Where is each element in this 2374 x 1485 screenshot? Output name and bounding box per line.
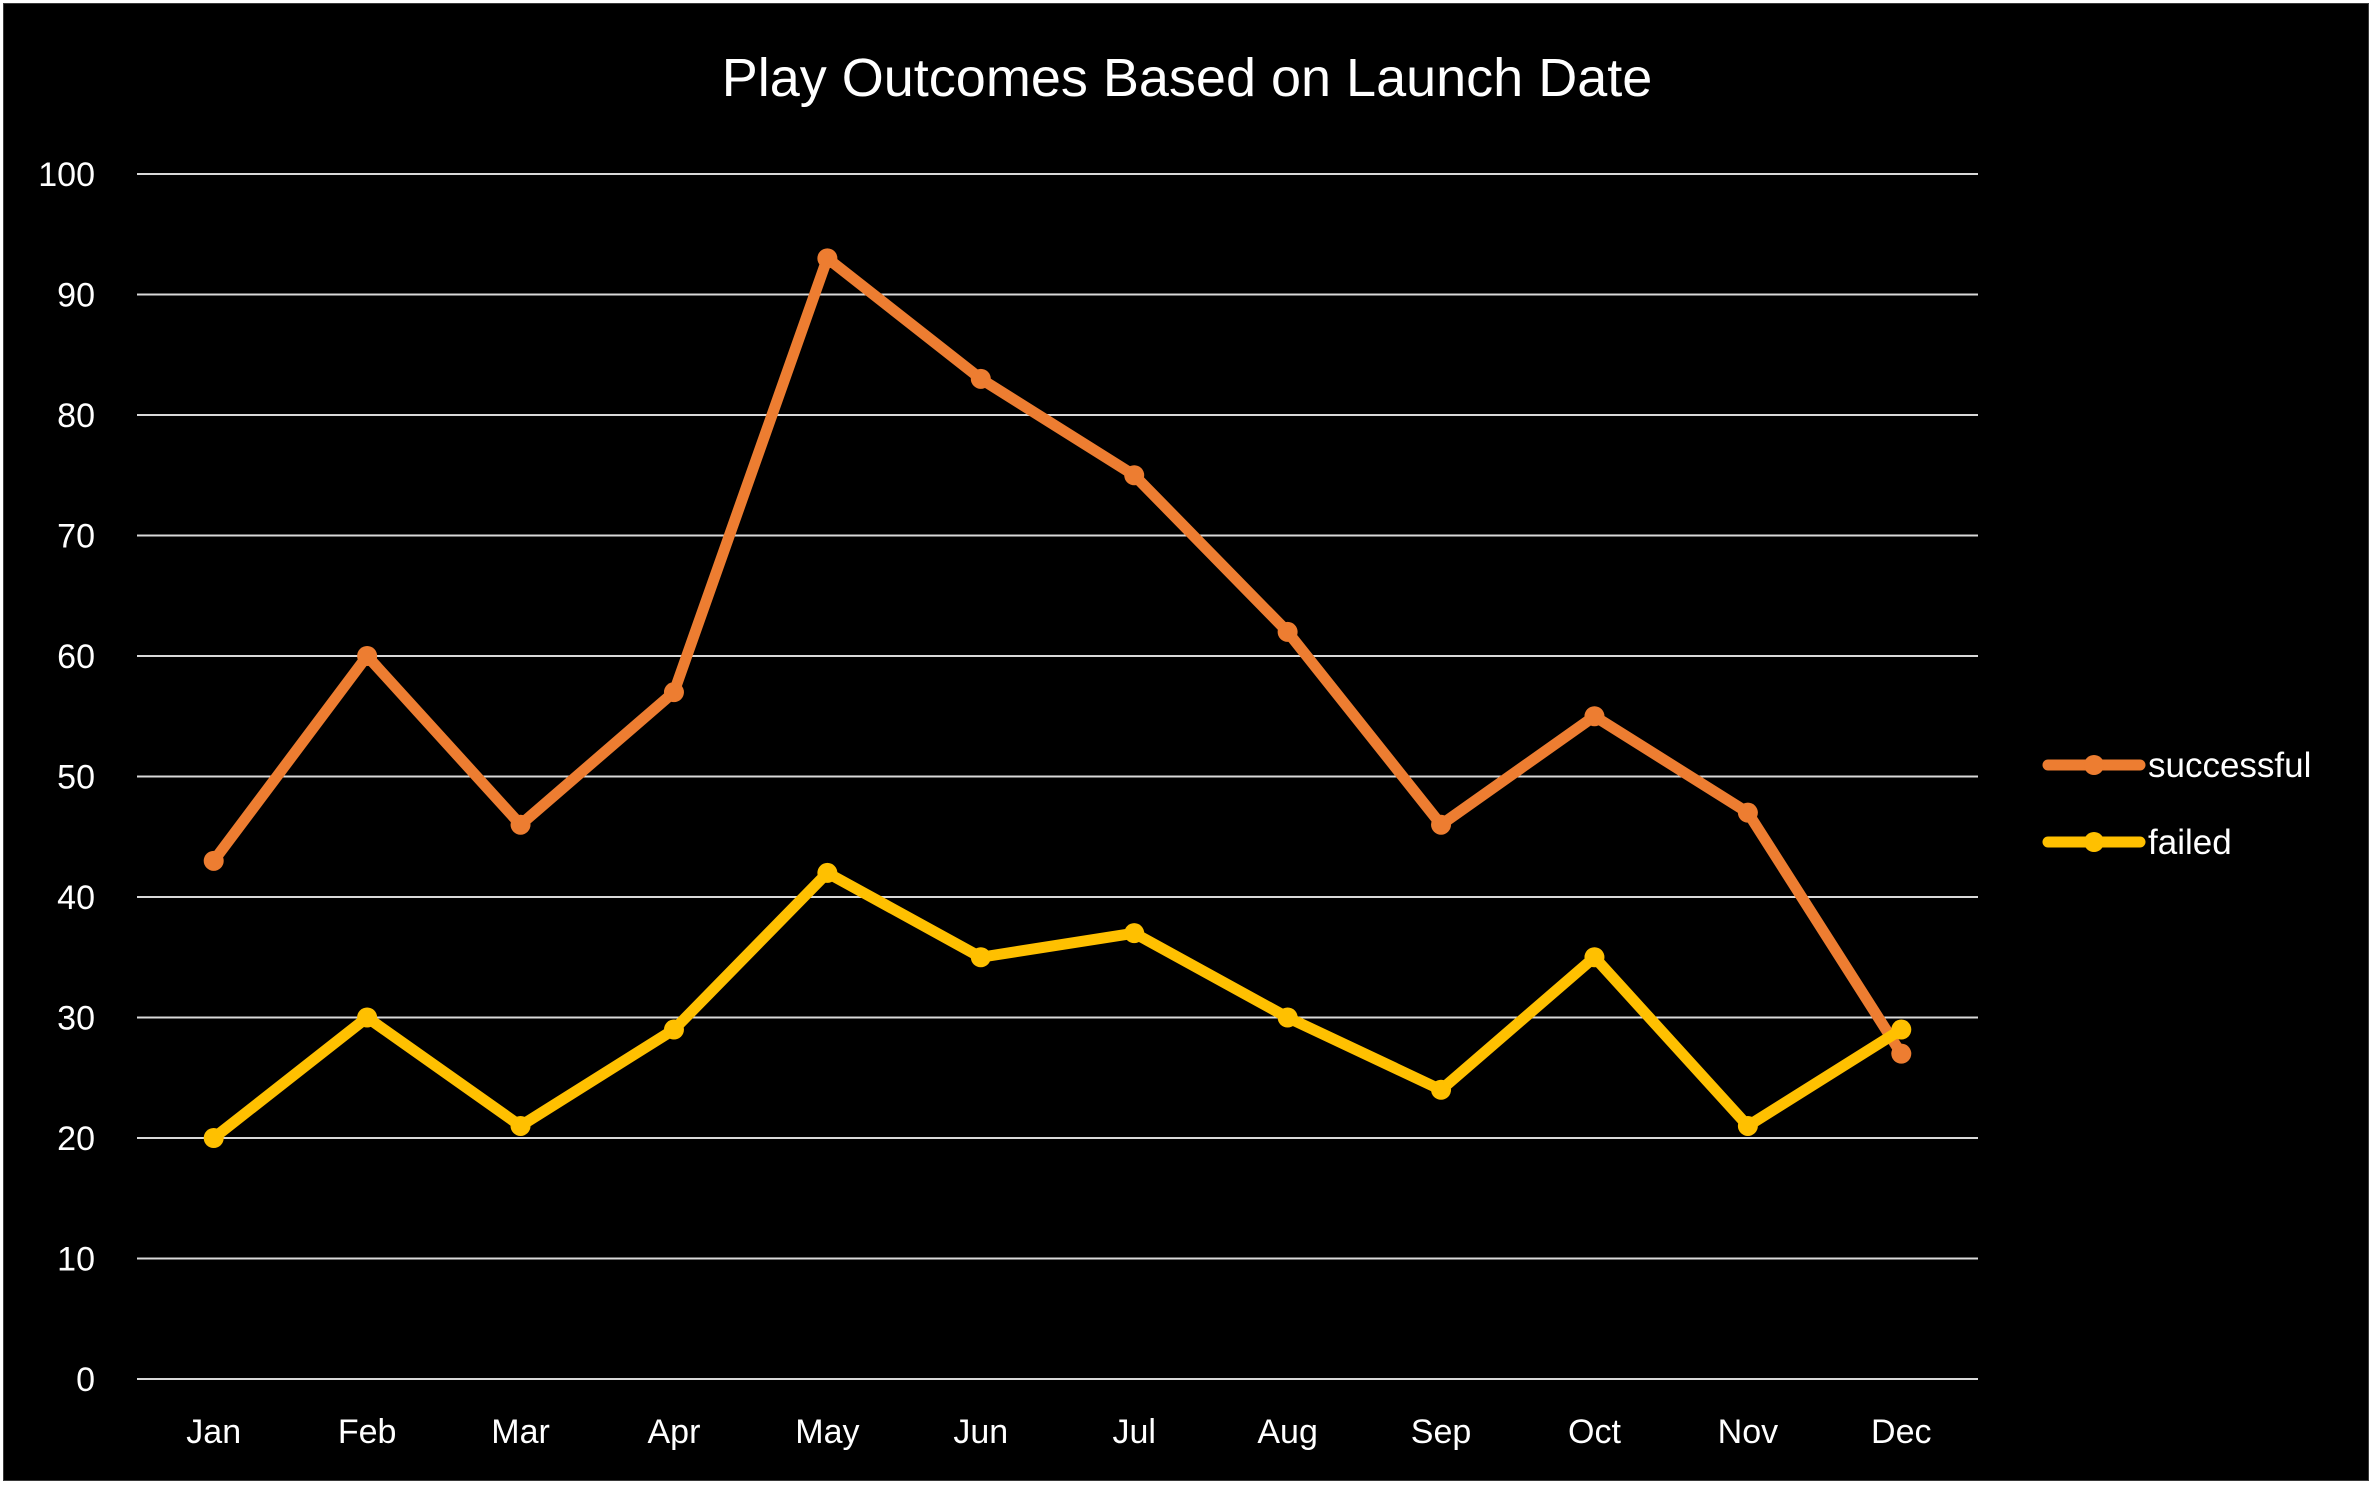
data-point-failed-Jul bbox=[1124, 923, 1145, 944]
legend-swatch-marker bbox=[2084, 755, 2104, 775]
series-line-failed bbox=[208, 867, 1907, 1144]
legend-label: successful bbox=[2148, 746, 2311, 785]
y-tick-label: 100 bbox=[38, 156, 95, 194]
data-point-failed-Aug bbox=[1277, 1007, 1298, 1028]
data-point-successful-Jul bbox=[1124, 465, 1145, 486]
data-point-failed-Dec bbox=[1891, 1019, 1912, 1040]
data-point-failed-Nov bbox=[1737, 1115, 1758, 1136]
data-point-failed-Sep bbox=[1431, 1079, 1452, 1100]
data-point-successful-Aug bbox=[1277, 621, 1298, 642]
gridlines bbox=[137, 173, 1978, 1380]
y-tick-label: 30 bbox=[57, 1000, 95, 1038]
legend-item-failed: failed bbox=[2042, 823, 2232, 862]
data-point-successful-Jan bbox=[203, 850, 224, 871]
x-tick-label: Sep bbox=[1411, 1413, 1472, 1451]
y-tick-label: 50 bbox=[57, 759, 95, 797]
y-tick-label: 60 bbox=[57, 638, 95, 676]
x-tick-label: Feb bbox=[338, 1413, 397, 1451]
x-axis-tick-labels: Jan Feb Mar Apr May Jun Jul Aug Sep Oct Nov Dec bbox=[186, 1413, 1931, 1451]
x-tick-label: May bbox=[795, 1413, 859, 1451]
y-tick-label: 20 bbox=[57, 1120, 95, 1158]
chart-area bbox=[3, 3, 2369, 1481]
series-line-successful bbox=[208, 252, 1907, 1060]
data-point-successful-Feb bbox=[357, 646, 378, 666]
data-point-successful-May bbox=[817, 248, 838, 269]
data-point-failed-May bbox=[817, 862, 838, 883]
legend-swatch-marker bbox=[2084, 832, 2104, 852]
data-point-successful-Oct bbox=[1584, 706, 1605, 727]
x-tick-label: Jul bbox=[1112, 1413, 1155, 1451]
chart-title: Play Outcomes Based on Launch Date bbox=[722, 48, 1653, 108]
legend-label: failed bbox=[2148, 823, 2232, 862]
x-tick-label: Nov bbox=[1718, 1413, 1778, 1451]
y-tick-label: 40 bbox=[57, 879, 95, 917]
y-tick-label: 10 bbox=[57, 1241, 95, 1279]
x-tick-label: Jan bbox=[186, 1413, 241, 1451]
data-point-failed-Jan bbox=[203, 1128, 224, 1148]
x-tick-label: Jun bbox=[953, 1413, 1008, 1451]
data-point-successful-Dec bbox=[1891, 1043, 1912, 1064]
y-tick-label: 0 bbox=[76, 1361, 95, 1399]
data-point-failed-Feb bbox=[357, 1007, 378, 1028]
data-point-failed-Apr bbox=[663, 1019, 684, 1040]
x-tick-label: Oct bbox=[1568, 1413, 1621, 1451]
x-tick-label: Apr bbox=[647, 1413, 700, 1451]
series-failed bbox=[203, 862, 1912, 1148]
series-successful bbox=[203, 248, 1912, 1064]
data-point-successful-Mar bbox=[510, 814, 531, 835]
legend-item-successful: successful bbox=[2042, 746, 2311, 785]
y-tick-label: 90 bbox=[57, 277, 95, 315]
x-tick-label: Mar bbox=[491, 1413, 550, 1451]
data-point-successful-Sep bbox=[1431, 814, 1452, 835]
y-axis-tick-labels: 0 10 20 30 40 50 60 70 80 90 100 bbox=[38, 156, 95, 1399]
data-point-successful-Nov bbox=[1737, 802, 1758, 823]
data-point-failed-Oct bbox=[1584, 947, 1605, 968]
y-tick-label: 70 bbox=[57, 518, 95, 556]
legend: successful failed bbox=[2042, 746, 2311, 862]
data-point-failed-Jun bbox=[970, 947, 991, 968]
x-tick-label: Dec bbox=[1871, 1413, 1931, 1451]
data-point-successful-Apr bbox=[663, 682, 684, 703]
series-lines bbox=[203, 248, 1912, 1148]
data-point-failed-Mar bbox=[510, 1115, 531, 1136]
data-point-successful-Jun bbox=[970, 368, 991, 389]
y-tick-label: 80 bbox=[57, 397, 95, 435]
x-tick-label: Aug bbox=[1257, 1413, 1318, 1451]
